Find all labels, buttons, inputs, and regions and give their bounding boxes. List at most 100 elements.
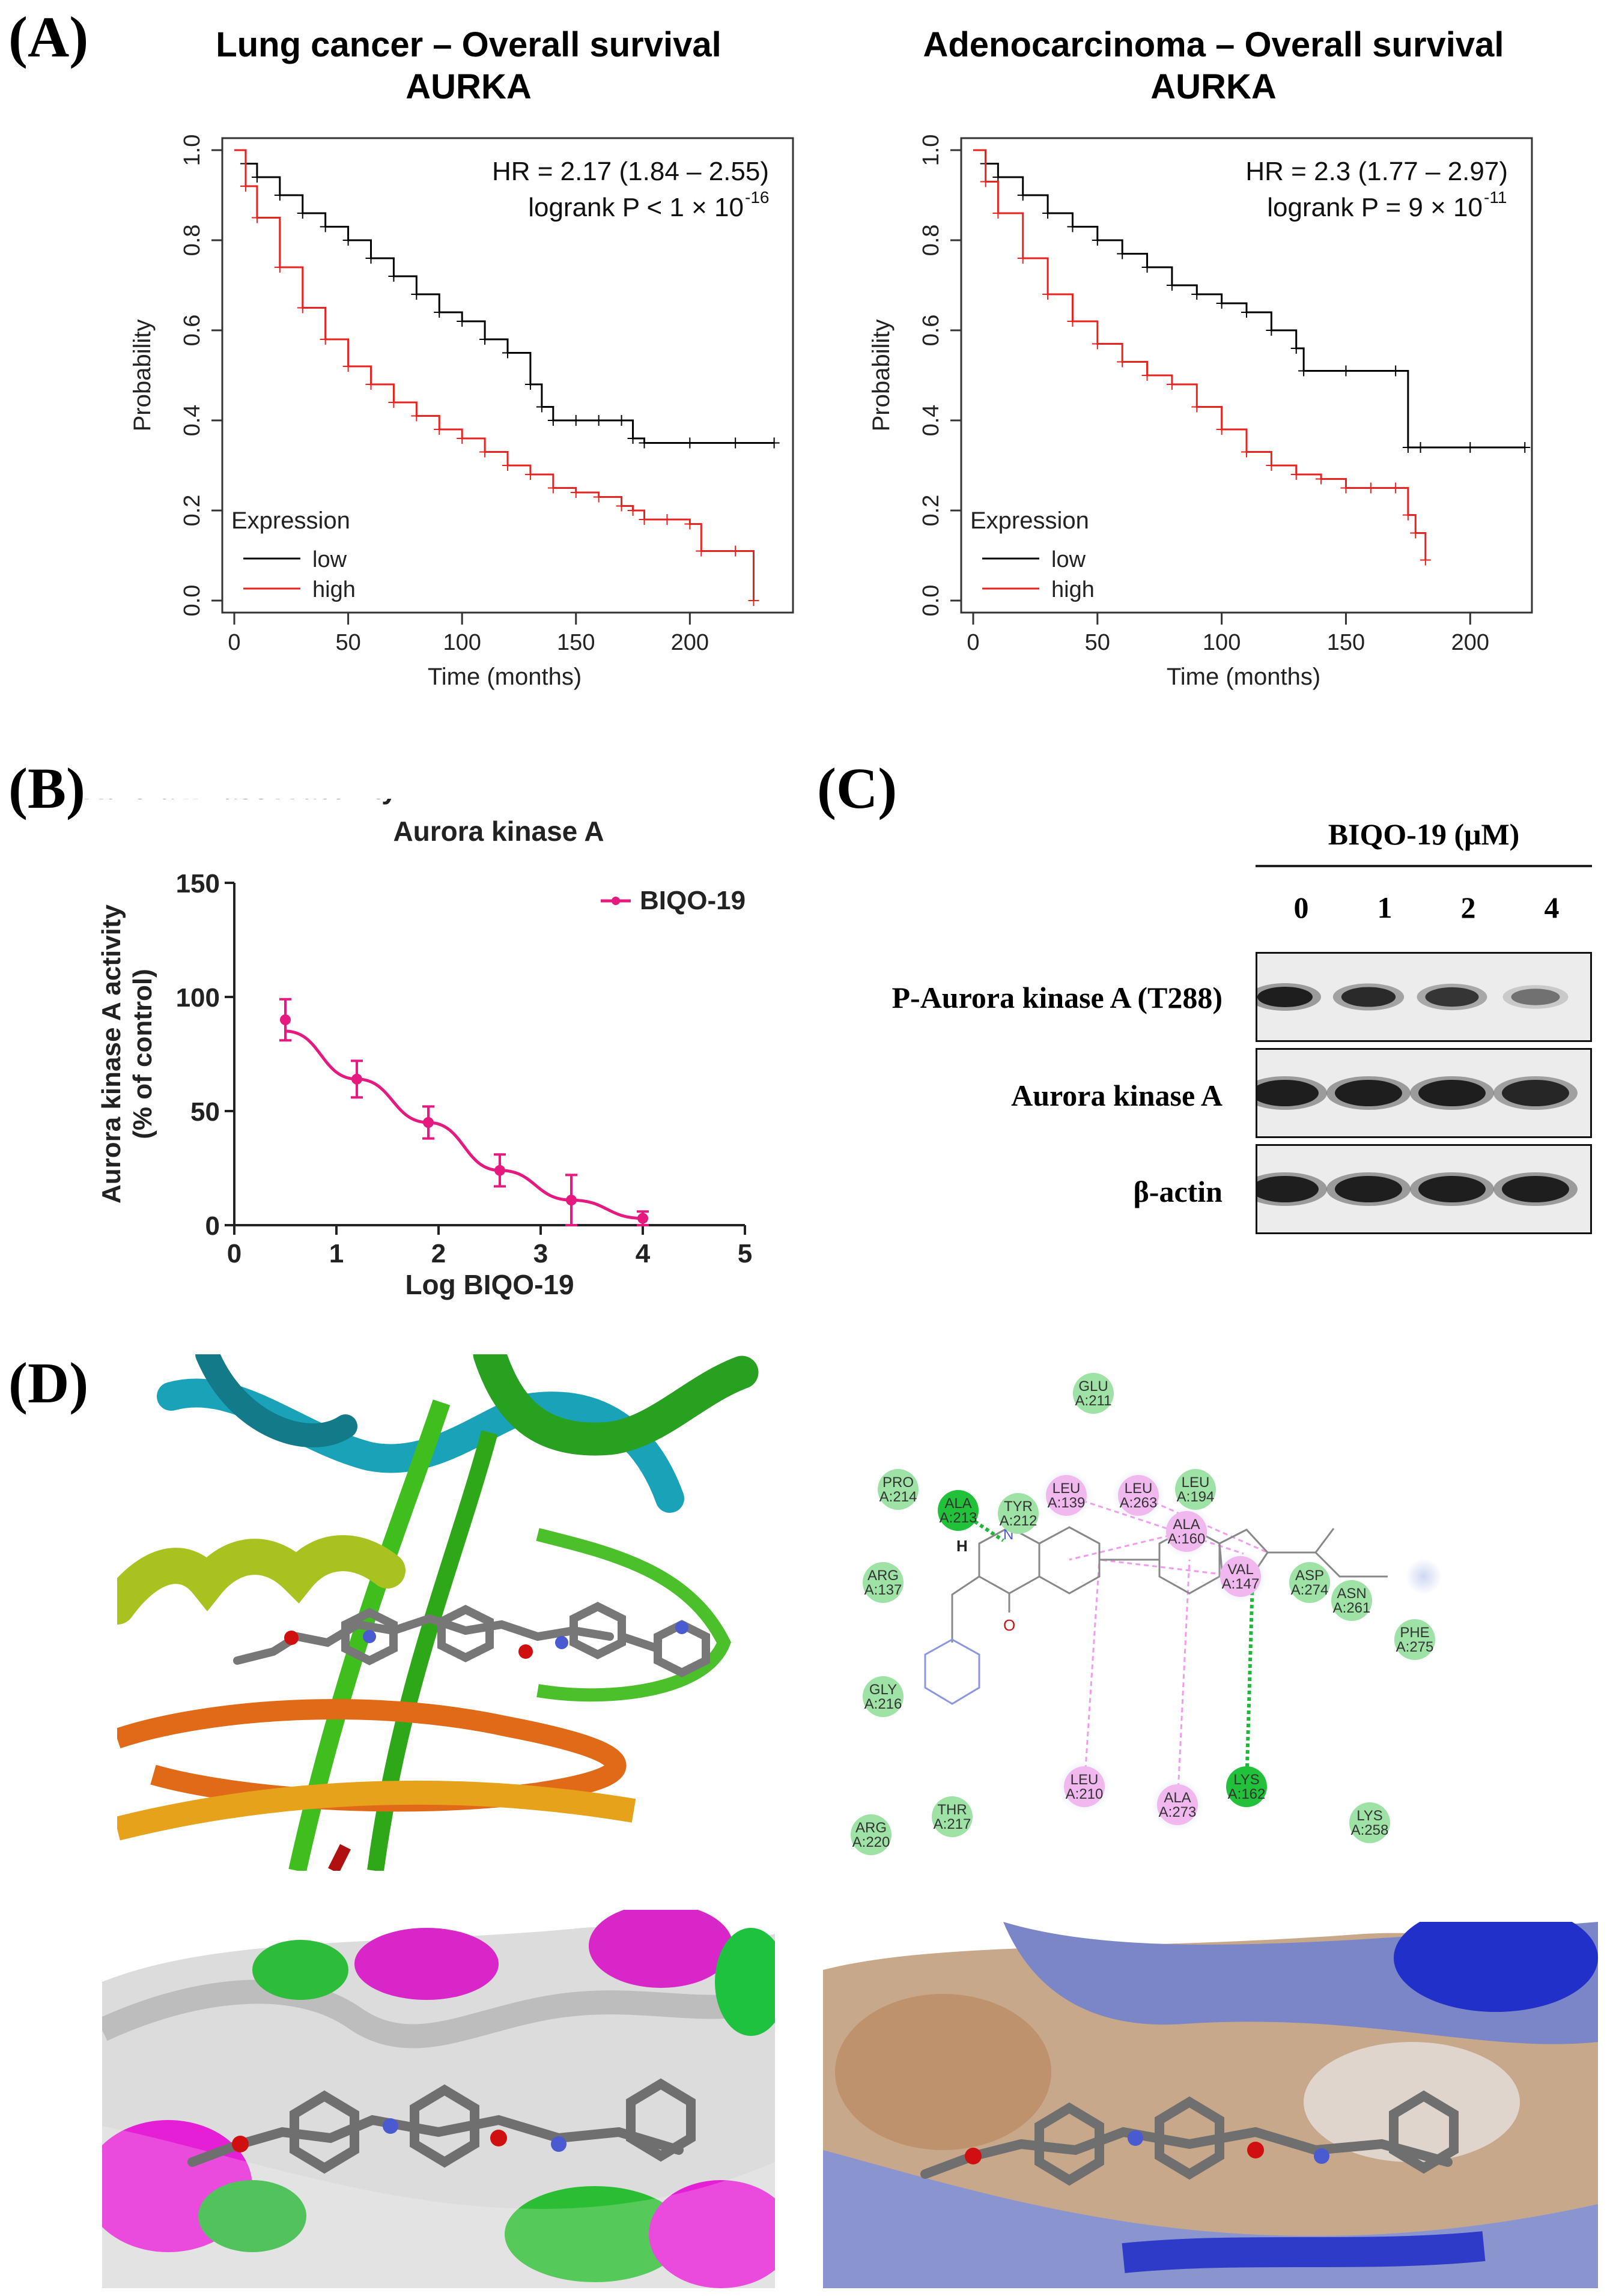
x-tick-label: 100 <box>443 630 481 655</box>
censor-mark <box>1266 460 1277 471</box>
km-right-legend-high: high <box>1051 577 1095 602</box>
y-tick-label: 0.4 <box>919 405 944 437</box>
y-tick-label: 0.2 <box>919 495 944 527</box>
km-right-plot: 0.0 0.2 0.4 0.6 0.8 1.0 0 50 100 150 200 Probabil… <box>868 135 1533 690</box>
censor-mark <box>342 361 354 372</box>
residue-number: A:210 <box>1066 1786 1104 1802</box>
km-right-title-line1: Adenocarcinoma – Overall survival <box>923 25 1504 64</box>
censor-mark <box>1017 253 1028 264</box>
censor-mark <box>274 190 285 201</box>
residue-name: TYR <box>1004 1498 1033 1515</box>
censor-mark <box>1340 482 1352 494</box>
residue-asp-274 <box>1289 1562 1330 1603</box>
residue-name: GLY <box>869 1682 897 1698</box>
residue-leu-210 <box>1064 1766 1105 1807</box>
data-point <box>637 1213 648 1224</box>
y-tick-label: 0.6 <box>180 315 205 347</box>
pi-interaction-line <box>1083 1559 1101 1787</box>
censor-mark <box>696 545 707 557</box>
ribbon-red-strand <box>328 1844 351 1871</box>
pi-interaction-line <box>1099 1558 1241 1578</box>
censor-mark <box>388 271 399 282</box>
censor-mark <box>748 595 759 606</box>
wb-band <box>1502 1080 1569 1106</box>
censor-mark <box>1519 442 1531 453</box>
residue-name: LEU <box>1053 1480 1081 1497</box>
censor-mark <box>639 514 650 525</box>
wb-bands-aurora <box>1257 1076 1578 1110</box>
ligand-atom-o: O <box>1003 1616 1015 1634</box>
y-tick-label: 0 <box>205 1211 220 1241</box>
western-blot-header: BIQO-19 (μM) <box>1328 817 1520 851</box>
censor-mark <box>411 410 422 422</box>
residue-phe-275 <box>1394 1619 1435 1660</box>
ligand-atom-h: H <box>956 1537 968 1555</box>
residue-name: ARG <box>855 1820 887 1836</box>
km-left-legend-title: Expression <box>231 507 350 534</box>
ligand-nitrogen-2 <box>555 1636 568 1649</box>
censor-mark <box>1410 527 1421 539</box>
censor-mark <box>297 208 308 219</box>
censor-mark <box>297 302 308 314</box>
ribbon-green-loop <box>536 1528 731 1702</box>
wb-label-aurora: Aurora kinase A <box>1011 1079 1223 1112</box>
y-tick-label: 1.0 <box>919 135 944 166</box>
residue-thr-217 <box>932 1796 973 1837</box>
censor-mark <box>365 253 377 264</box>
residue-leu-139 <box>1046 1475 1087 1516</box>
residue-asn-261 <box>1331 1580 1372 1621</box>
km-right-xticks: 0 50 100 150 200 <box>967 613 1489 655</box>
km-left-hr: HR = 2.17 (1.84 – 2.55) <box>492 157 769 186</box>
wb-band <box>1418 1080 1486 1106</box>
panel-letter-d: (D) <box>8 1351 89 1415</box>
wb-band <box>1341 987 1396 1007</box>
censor-mark <box>768 437 780 449</box>
residue-name: ASN <box>1337 1586 1366 1602</box>
censor-mark <box>251 172 263 183</box>
y-tick-label: 0.2 <box>180 495 205 527</box>
km-left-ylabel: Probability <box>129 320 156 432</box>
km-left-logrank: logrank P < 1 × 10 <box>528 193 744 222</box>
panel-letter-b: (B) <box>8 756 85 820</box>
residue-leu-263 <box>1118 1475 1159 1516</box>
censor-mark <box>1420 554 1431 566</box>
censor-mark <box>274 262 285 273</box>
x-tick-label: 200 <box>1451 630 1489 655</box>
x-tick-label: 1 <box>329 1239 344 1268</box>
y-tick-label: 150 <box>176 869 220 898</box>
residue-number: A:261 <box>1333 1600 1371 1616</box>
ribbon-green-top <box>473 1354 759 1456</box>
wb-band <box>1418 1176 1486 1202</box>
dose-0: 0 <box>1293 891 1309 924</box>
censor-mark <box>457 433 468 444</box>
dose-response-xlabel: Log BIQO-19 <box>405 1269 574 1300</box>
residue-name: LEU <box>1125 1480 1153 1497</box>
censor-mark <box>1216 424 1227 435</box>
residue-number: A:275 <box>1396 1639 1434 1655</box>
wb-box-p-aurora <box>1256 952 1592 1042</box>
pi-interaction-line <box>1176 1559 1191 1805</box>
censor-mark <box>1390 365 1402 377</box>
data-point <box>566 1195 577 1206</box>
surface-ligand-sticks-right <box>920 2090 1459 2186</box>
residue-name: PRO <box>882 1474 914 1491</box>
censor-mark <box>1290 343 1302 354</box>
ligand-terminal-blur <box>1406 1558 1442 1595</box>
censor-mark <box>388 397 399 408</box>
x-tick-label: 150 <box>557 630 595 655</box>
residue-number: A:137 <box>864 1582 902 1598</box>
censor-mark <box>1067 221 1078 232</box>
wb-band <box>1257 1176 1319 1202</box>
residue-number: A:216 <box>864 1696 902 1712</box>
km-left-xticks: 0 50 100 150 200 <box>228 613 709 655</box>
dose-response-ylabel-1: Aurora kinase A activity <box>97 904 126 1204</box>
y-tick-label: 100 <box>176 983 220 1013</box>
x-tick-label: 50 <box>335 630 360 655</box>
legend-marker-biqo <box>612 897 620 905</box>
wb-band <box>1257 987 1313 1007</box>
residue-gly-216 <box>863 1676 904 1717</box>
km-left-legend-high: high <box>312 577 356 602</box>
x-tick-label: 100 <box>1203 630 1241 655</box>
ribbon-helix <box>117 1535 406 1625</box>
censor-mark <box>616 500 627 512</box>
